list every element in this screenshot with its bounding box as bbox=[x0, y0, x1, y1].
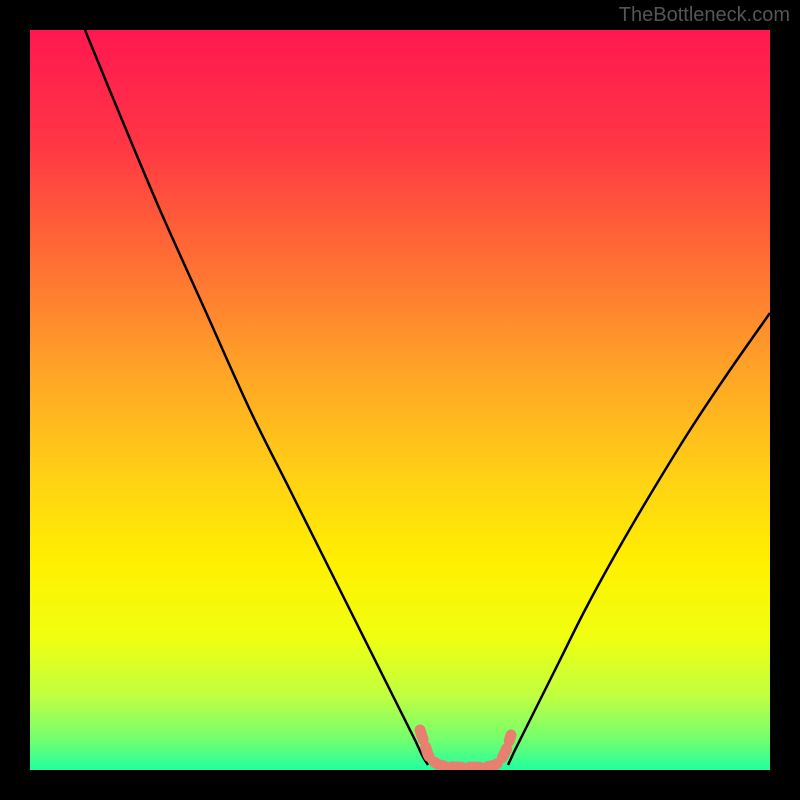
bottom-marker-dashes bbox=[420, 730, 511, 767]
right-curve bbox=[508, 313, 770, 765]
chart-curves bbox=[30, 30, 770, 770]
left-curve bbox=[85, 30, 428, 765]
chart-plot-area bbox=[30, 30, 770, 770]
watermark-text: TheBottleneck.com bbox=[619, 4, 790, 27]
